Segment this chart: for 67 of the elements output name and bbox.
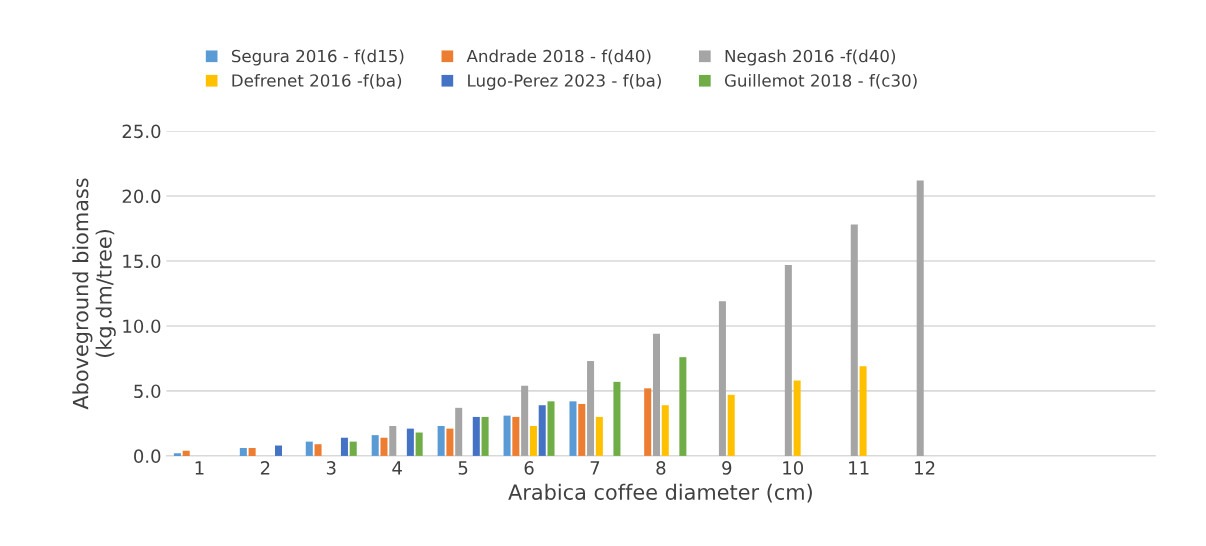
x-tick-label: 6	[524, 461, 534, 475]
bar	[793, 380, 801, 456]
legend-label: Andrade 2018 - f(d40)	[466, 49, 651, 65]
bar	[727, 394, 735, 456]
bar	[415, 432, 423, 456]
bar	[547, 401, 555, 456]
bar	[578, 403, 586, 456]
bar	[314, 444, 322, 456]
bar	[371, 435, 379, 456]
x-tick-label: 7	[590, 461, 600, 475]
bar	[595, 416, 603, 456]
bar	[340, 437, 348, 456]
bar	[349, 441, 357, 456]
x-tick-label: 4	[392, 461, 402, 475]
bar	[613, 381, 621, 456]
y-tick-label: 25.0	[122, 124, 161, 139]
bar	[644, 388, 652, 456]
x-tick-label: 1	[195, 461, 204, 475]
bar	[380, 437, 388, 456]
bar	[455, 407, 463, 456]
x-tick-label: 3	[326, 461, 336, 475]
x-axis-title: Arabica coffee diameter (cm)	[508, 483, 812, 503]
bar	[173, 453, 181, 456]
y-tick-label: 15.0	[123, 254, 161, 269]
x-tick-label: 9	[722, 461, 732, 475]
x-tick-label: 8	[656, 461, 666, 475]
bar	[784, 264, 792, 456]
legend-label: Negash 2016 -f(d40)	[725, 49, 896, 66]
x-tick-label: 12	[915, 461, 935, 475]
x-tick-label: 5	[458, 461, 468, 475]
bar	[274, 445, 283, 456]
bar	[718, 301, 726, 456]
legend-label: Guillemot 2018 - f(c30)	[724, 73, 917, 89]
bar	[446, 428, 454, 456]
legend-label: Segura 2016 - f(d15)	[231, 49, 404, 66]
bar	[248, 448, 256, 456]
bar	[661, 405, 669, 456]
y-tick-label: 0.0	[134, 449, 161, 464]
bar	[481, 416, 489, 456]
bar	[587, 361, 595, 456]
bar	[239, 448, 247, 456]
bar	[521, 385, 529, 456]
bar	[538, 405, 546, 456]
bar	[859, 366, 867, 456]
bar	[652, 333, 661, 456]
bar	[389, 426, 397, 456]
bar	[472, 416, 480, 456]
y-tick-label: 5.0	[134, 384, 161, 399]
bar	[406, 428, 414, 456]
bar	[512, 416, 520, 456]
x-tick-label: 11	[849, 461, 869, 475]
bar	[679, 357, 687, 456]
bar	[305, 441, 313, 456]
x-tick-label: 10	[783, 461, 804, 475]
y-tick-label: 10.0	[123, 319, 161, 334]
y-tick-label: 20.0	[122, 189, 161, 204]
bar	[437, 426, 445, 456]
bar	[529, 426, 537, 456]
legend-label: Lugo-Perez 2023 - f(ba)	[468, 73, 661, 91]
bar	[850, 224, 858, 456]
bar	[569, 401, 577, 456]
legend-label: Defrenet 2016 -f(ba)	[232, 73, 402, 89]
bar	[182, 450, 190, 456]
x-tick-label: 2	[260, 461, 270, 475]
bar	[503, 415, 511, 456]
y-axis-title: Aboveground biomass (kg.dm/tree)	[72, 178, 116, 410]
bar	[916, 180, 924, 456]
